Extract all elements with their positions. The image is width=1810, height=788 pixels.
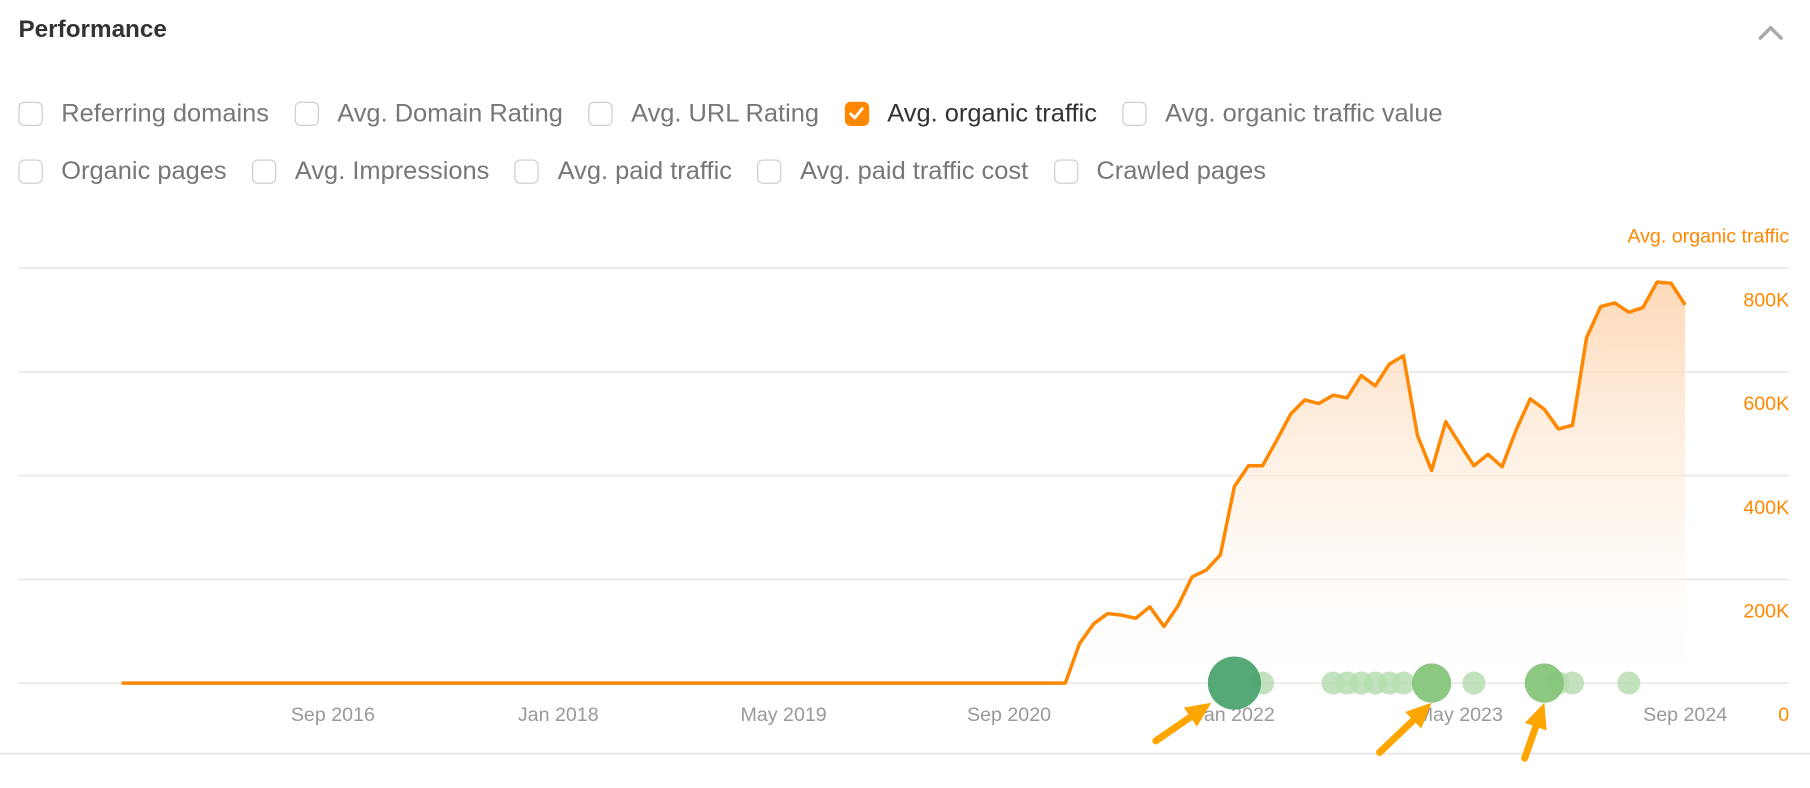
checkbox[interactable] bbox=[1053, 158, 1078, 184]
metric-label: Crawled pages bbox=[1096, 156, 1266, 185]
series-area bbox=[1065, 282, 1686, 684]
metric-option[interactable]: Crawled pages bbox=[1053, 156, 1266, 186]
checkbox[interactable] bbox=[588, 101, 613, 126]
x-tick-label: May 2019 bbox=[741, 704, 827, 726]
x-tick-label: Jan 2022 bbox=[1194, 704, 1275, 726]
checkbox[interactable] bbox=[1122, 101, 1147, 126]
checkbox[interactable] bbox=[18, 158, 43, 184]
metric-label: Organic pages bbox=[61, 156, 227, 185]
series-line bbox=[121, 280, 1687, 685]
metric-label: Referring domains bbox=[61, 98, 270, 128]
y-axis-title: Avg. organic traffic bbox=[1627, 226, 1789, 248]
checkbox[interactable] bbox=[252, 158, 277, 184]
annotation-marker[interactable] bbox=[1411, 663, 1452, 703]
metric-label: Avg. Domain Rating bbox=[337, 98, 563, 128]
checkbox[interactable] bbox=[844, 101, 869, 126]
y-tick-label: 200K bbox=[1743, 600, 1789, 622]
metric-options-row-2: Organic pages Avg. Impressions Avg. paid t… bbox=[18, 156, 1266, 186]
chevron-up-icon[interactable] bbox=[1757, 18, 1785, 46]
metric-label: Avg. Impressions bbox=[294, 156, 490, 185]
x-tick-label: Jan 2018 bbox=[518, 704, 599, 726]
arrow-head bbox=[1183, 702, 1212, 727]
annotation-marker[interactable] bbox=[1560, 671, 1585, 695]
metric-option[interactable]: Referring domains bbox=[18, 98, 269, 128]
y-tick-label: 400K bbox=[1743, 497, 1789, 519]
arrow-icon bbox=[1521, 702, 1547, 762]
metric-label: Avg. organic traffic bbox=[887, 98, 1097, 128]
metric-option[interactable]: Avg. Domain Rating bbox=[294, 98, 563, 128]
metric-options-row-1: Referring domains Avg. Domain Rating Avg. … bbox=[18, 98, 1443, 128]
panel-title: Performance bbox=[18, 16, 167, 43]
annotation-marker[interactable] bbox=[1391, 671, 1416, 695]
checkbox[interactable] bbox=[18, 101, 43, 126]
y-tick-label: 800K bbox=[1743, 289, 1789, 311]
y-tick-label: 0 bbox=[1778, 704, 1789, 726]
x-tick-label: Sep 2020 bbox=[967, 704, 1051, 726]
checkmark-icon bbox=[849, 107, 864, 120]
metric-option[interactable]: Avg. Impressions bbox=[252, 156, 489, 186]
metric-option[interactable]: Avg. organic traffic value bbox=[1122, 98, 1443, 128]
arrow-head bbox=[1524, 702, 1547, 731]
x-tick-label: Sep 2016 bbox=[291, 704, 375, 726]
metric-label: Avg. organic traffic value bbox=[1165, 98, 1443, 128]
metric-option[interactable]: Avg. paid traffic cost bbox=[757, 156, 1028, 186]
annotation-marker[interactable] bbox=[1617, 671, 1641, 695]
x-tick-label: May 2023 bbox=[1417, 704, 1503, 726]
arrow-head bbox=[1405, 702, 1432, 729]
checkbox[interactable] bbox=[514, 158, 540, 184]
annotation-marker[interactable] bbox=[1462, 671, 1486, 695]
arrow-icon bbox=[1376, 702, 1432, 756]
checkbox[interactable] bbox=[757, 158, 782, 184]
y-tick-label: 600K bbox=[1743, 393, 1789, 415]
annotation-marker[interactable] bbox=[1524, 663, 1564, 703]
checkbox[interactable] bbox=[294, 101, 319, 126]
metric-label: Avg. paid traffic cost bbox=[800, 156, 1029, 185]
metric-option[interactable]: Organic pages bbox=[18, 156, 227, 186]
metric-option[interactable]: Avg. URL Rating bbox=[588, 98, 819, 128]
metric-label: Avg. URL Rating bbox=[631, 98, 820, 128]
arrow-icon bbox=[1152, 702, 1212, 745]
x-tick-label: Sep 2024 bbox=[1643, 704, 1727, 726]
metric-option[interactable]: Avg. organic traffic bbox=[844, 98, 1097, 128]
metric-option[interactable]: Avg. paid traffic bbox=[514, 156, 732, 186]
metric-label: Avg. paid traffic bbox=[557, 156, 732, 185]
annotation-marker[interactable] bbox=[1207, 656, 1261, 710]
